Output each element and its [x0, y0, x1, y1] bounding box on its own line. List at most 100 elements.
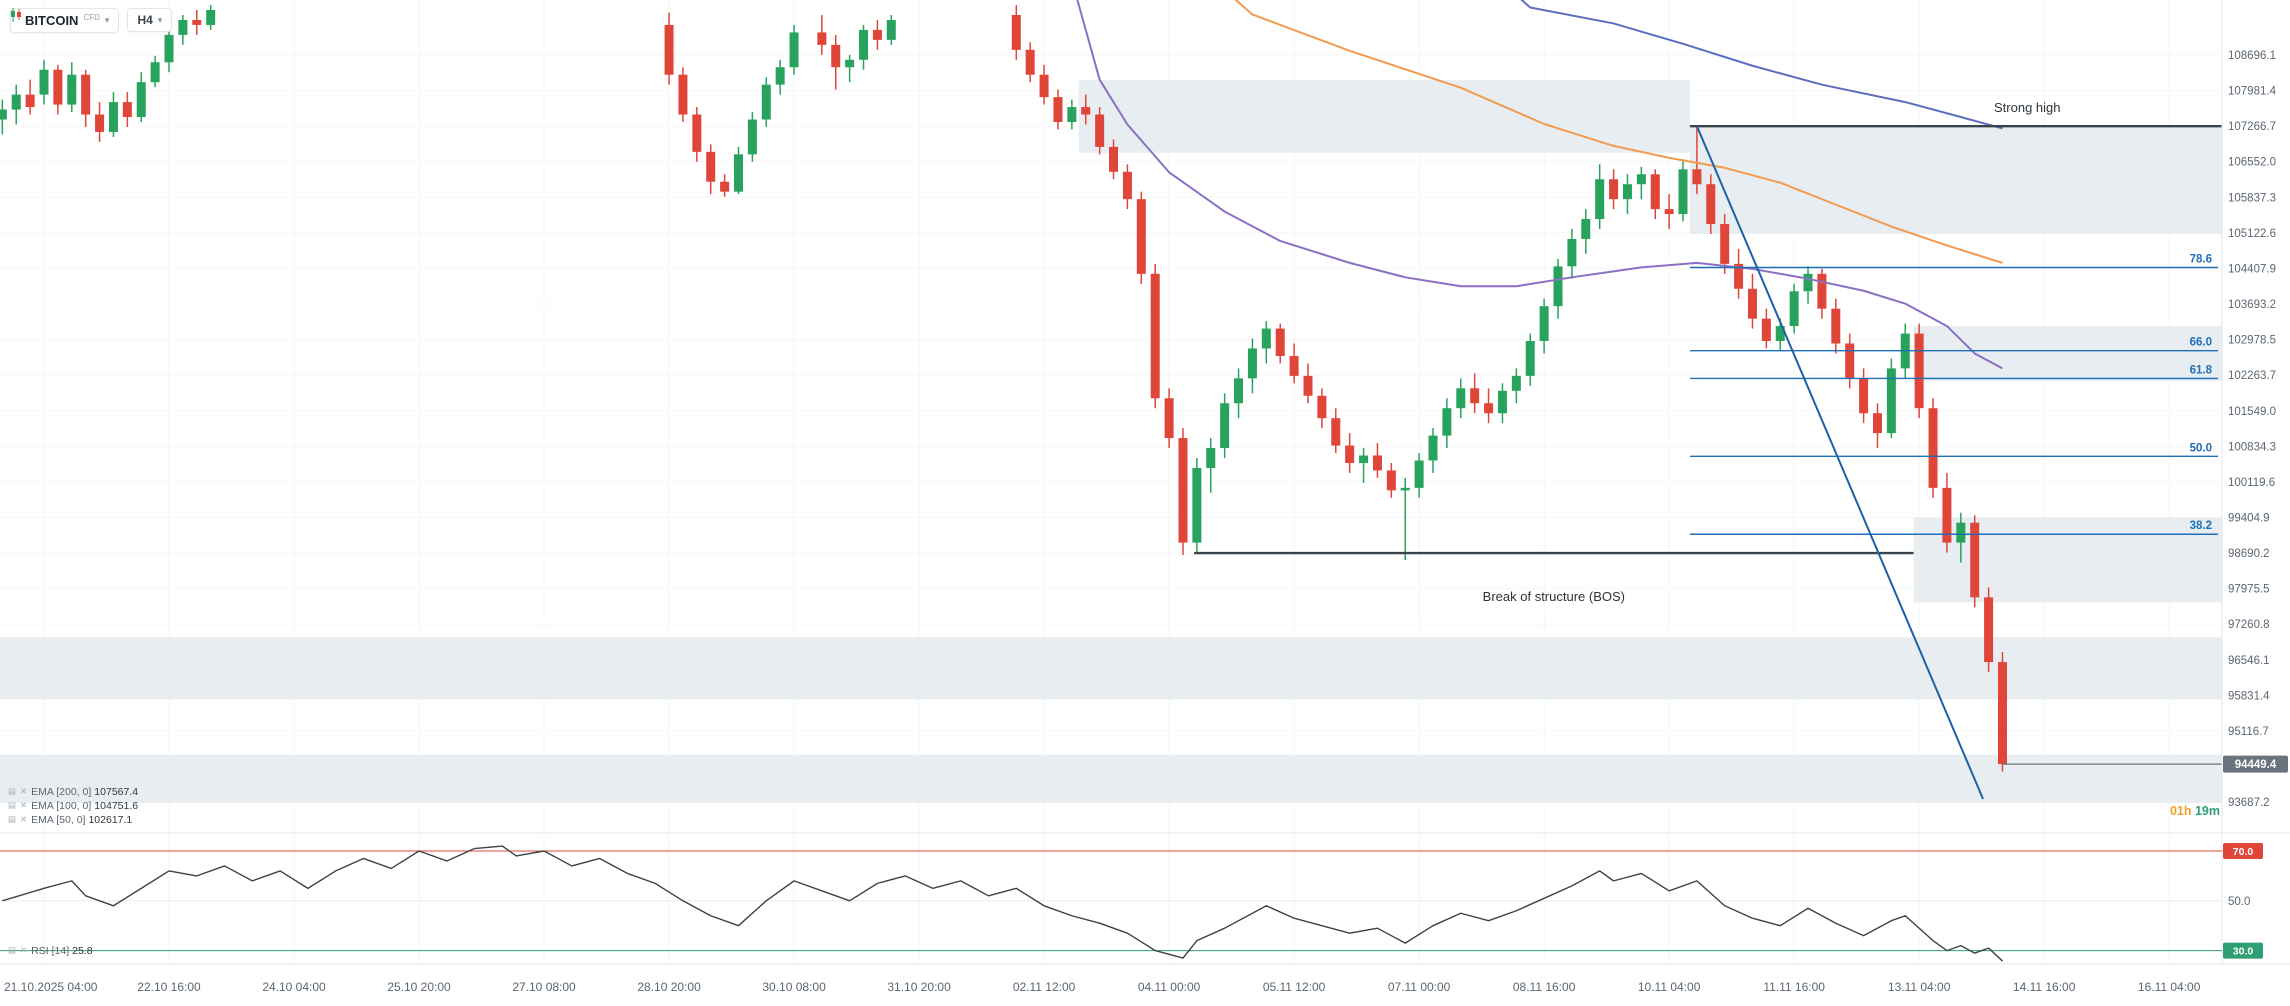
candlestick [1914, 323, 1924, 419]
candlestick [1664, 194, 1674, 230]
legend-close-icon[interactable]: ✕ [20, 814, 28, 825]
price-tick-label: 97975.5 [2228, 584, 2270, 596]
price-tick-label: 93687.2 [2228, 797, 2270, 809]
time-tick-label: 22.10 16:00 [137, 980, 201, 994]
candlestick [747, 112, 757, 162]
indicator-value: 102617.1 [88, 813, 133, 826]
time-tick-label: 14.11 16:00 [2013, 980, 2076, 994]
candlestick [1456, 378, 1466, 419]
legend-close-icon[interactable]: ✕ [20, 800, 28, 811]
candlestick [845, 54, 855, 83]
candlestick [1692, 126, 1702, 195]
supply-demand-zone[interactable] [1078, 80, 1690, 153]
countdown-minutes: 19m [2194, 804, 2220, 818]
legend-close-icon[interactable]: ✕ [20, 786, 28, 797]
legend-menu-icon[interactable]: ▤ [8, 800, 17, 811]
candlestick [1636, 166, 1646, 200]
legend-close-icon[interactable]: ✕ [20, 945, 28, 956]
candlestick [761, 77, 771, 127]
candlestick [1192, 457, 1202, 553]
candlestick [0, 99, 7, 135]
fib-level-label: 78.6 [2190, 253, 2212, 265]
rsi-mid-label: 50.0 [2228, 896, 2250, 908]
candlestick [1109, 139, 1119, 180]
instrument-type-label: CFD [83, 12, 100, 22]
time-tick-label: 05.11 12:00 [1263, 980, 1326, 994]
candlestick [1386, 462, 1396, 498]
candlestick [1442, 398, 1452, 449]
time-tick-label: 13.11 04:00 [1888, 980, 1951, 994]
price-tick-label: 99404.9 [2228, 512, 2270, 524]
candlestick [164, 29, 174, 73]
candlestick [1511, 368, 1521, 404]
price-tick-label: 101549.0 [2228, 406, 2276, 418]
candlestick [692, 107, 702, 162]
price-tick-label: 97260.8 [2228, 619, 2270, 631]
candlestick [1331, 408, 1341, 454]
indicator-name: RSI [31, 944, 49, 957]
supply-demand-zone[interactable] [1689, 126, 2222, 234]
candlestick [1011, 5, 1021, 60]
candlestick [1984, 587, 1994, 673]
ema-200-line [1520, 0, 2003, 130]
indicator-name: EMA [31, 785, 54, 798]
ema-50-line [1076, 0, 2003, 370]
candlestick [1761, 308, 1771, 349]
legend-menu-icon[interactable]: ▤ [8, 814, 17, 825]
candlestick [1678, 159, 1688, 222]
time-axis[interactable]: 21.10.2025 04:00 22.10 16:00 24.10 04:00 25… [4, 980, 2201, 994]
candlestick [1359, 448, 1369, 483]
price-tick-label: 102978.5 [2228, 335, 2276, 347]
chevron-down-icon: ▾ [157, 14, 163, 25]
legend-menu-icon[interactable]: ▤ [8, 945, 17, 956]
bos-annotation[interactable]: Break of structure (BOS) [1483, 589, 1625, 604]
candlestick [1234, 368, 1244, 419]
ema-100-legend-row: ▤ ✕ EMA [100, 0] 104751.6 [8, 799, 138, 812]
candlestick [1650, 169, 1660, 220]
indicator-params: [100, 0] [56, 799, 92, 812]
candlestick [1039, 64, 1049, 105]
price-tick-label: 95831.4 [2228, 690, 2270, 702]
rsi-oversold-label: 30.0 [2233, 946, 2254, 958]
legend-menu-icon[interactable]: ▤ [8, 786, 17, 797]
fib-level-label: 38.2 [2190, 520, 2212, 532]
rsi-overbought-tag [2223, 843, 2263, 859]
rsi-indicator-legend: ▤ ✕ RSI [14] 25.8 [8, 944, 93, 958]
candlestick [678, 67, 688, 123]
candlestick [1845, 333, 1855, 389]
time-tick-label: 27.10 08:00 [512, 980, 576, 994]
chevron-down-icon: ▾ [104, 15, 110, 25]
candlestick [775, 59, 785, 95]
time-tick-label: 11.11 16:00 [1763, 980, 1825, 994]
candlestick [1886, 358, 1896, 439]
candlestick [1567, 229, 1577, 279]
supply-demand-zone[interactable] [0, 637, 2222, 700]
rsi-pane[interactable] [0, 845, 2222, 962]
candlestick [1095, 107, 1105, 155]
strong-high-annotation[interactable]: Strong high [1994, 100, 2061, 115]
time-tick-label: 21.10.2025 04:00 [4, 980, 98, 994]
candlestick [886, 14, 896, 45]
candlestick [1997, 652, 2007, 772]
time-tick-label: 16.11 04:00 [2138, 980, 2201, 994]
price-pane[interactable]: 78.6 66.0 61.8 50.0 38.2 [0, 0, 2222, 803]
candlestick [1831, 298, 1841, 354]
time-tick-label: 28.10 20:00 [637, 980, 701, 994]
trendline[interactable] [1695, 125, 1984, 800]
ema-200-legend-row: ▤ ✕ EMA [200, 0] 107567.4 [8, 785, 138, 798]
symbol-selector[interactable]: BITCOIN CFD ▾ [10, 8, 120, 33]
candlestick [39, 59, 49, 105]
price-tick-label: 100834.3 [2228, 441, 2276, 453]
candlestick [872, 19, 882, 50]
supply-demand-zone[interactable] [0, 754, 2222, 803]
supply-demand-zone[interactable] [1913, 326, 2222, 381]
timeframe-selector[interactable]: H4 ▾ [127, 8, 173, 32]
rsi-axis[interactable]: 70.0 50.0 30.0 [2223, 843, 2263, 959]
price-tick-label: 107981.4 [2228, 86, 2277, 98]
candlestick [1470, 373, 1480, 414]
time-tick-label: 25.10 20:00 [387, 980, 451, 994]
price-axis[interactable]: 108696.1 107981.4 107266.7 106552.0 105837.3… [2228, 50, 2277, 809]
candlestick [1484, 388, 1494, 424]
candlestick [11, 84, 21, 125]
